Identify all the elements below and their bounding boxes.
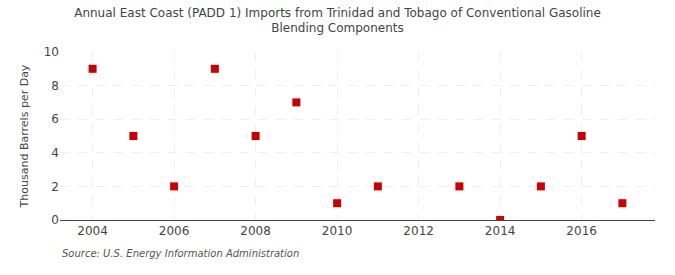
svg-text:Annual East Coast (PADD 1) Imp: Annual East Coast (PADD 1) Imports from …	[74, 6, 601, 36]
svg-text:2016: 2016	[566, 224, 597, 238]
svg-text:2014: 2014	[485, 224, 516, 238]
svg-text:6: 6	[51, 112, 59, 126]
svg-text:0: 0	[51, 213, 59, 227]
svg-text:2004: 2004	[77, 224, 108, 238]
svg-text:2010: 2010	[322, 224, 353, 238]
svg-text:2: 2	[51, 180, 59, 194]
svg-text:2008: 2008	[240, 224, 271, 238]
svg-text:2012: 2012	[403, 224, 434, 238]
svg-text:Thousand Barrels per Day: Thousand Barrels per Day	[18, 64, 31, 208]
svg-text:Source: U.S. Energy Informatio: Source: U.S. Energy Information Administ…	[62, 248, 299, 259]
svg-text:8: 8	[51, 79, 59, 93]
svg-text:2006: 2006	[159, 224, 190, 238]
svg-text:4: 4	[51, 146, 59, 160]
svg-text:10: 10	[44, 45, 59, 59]
